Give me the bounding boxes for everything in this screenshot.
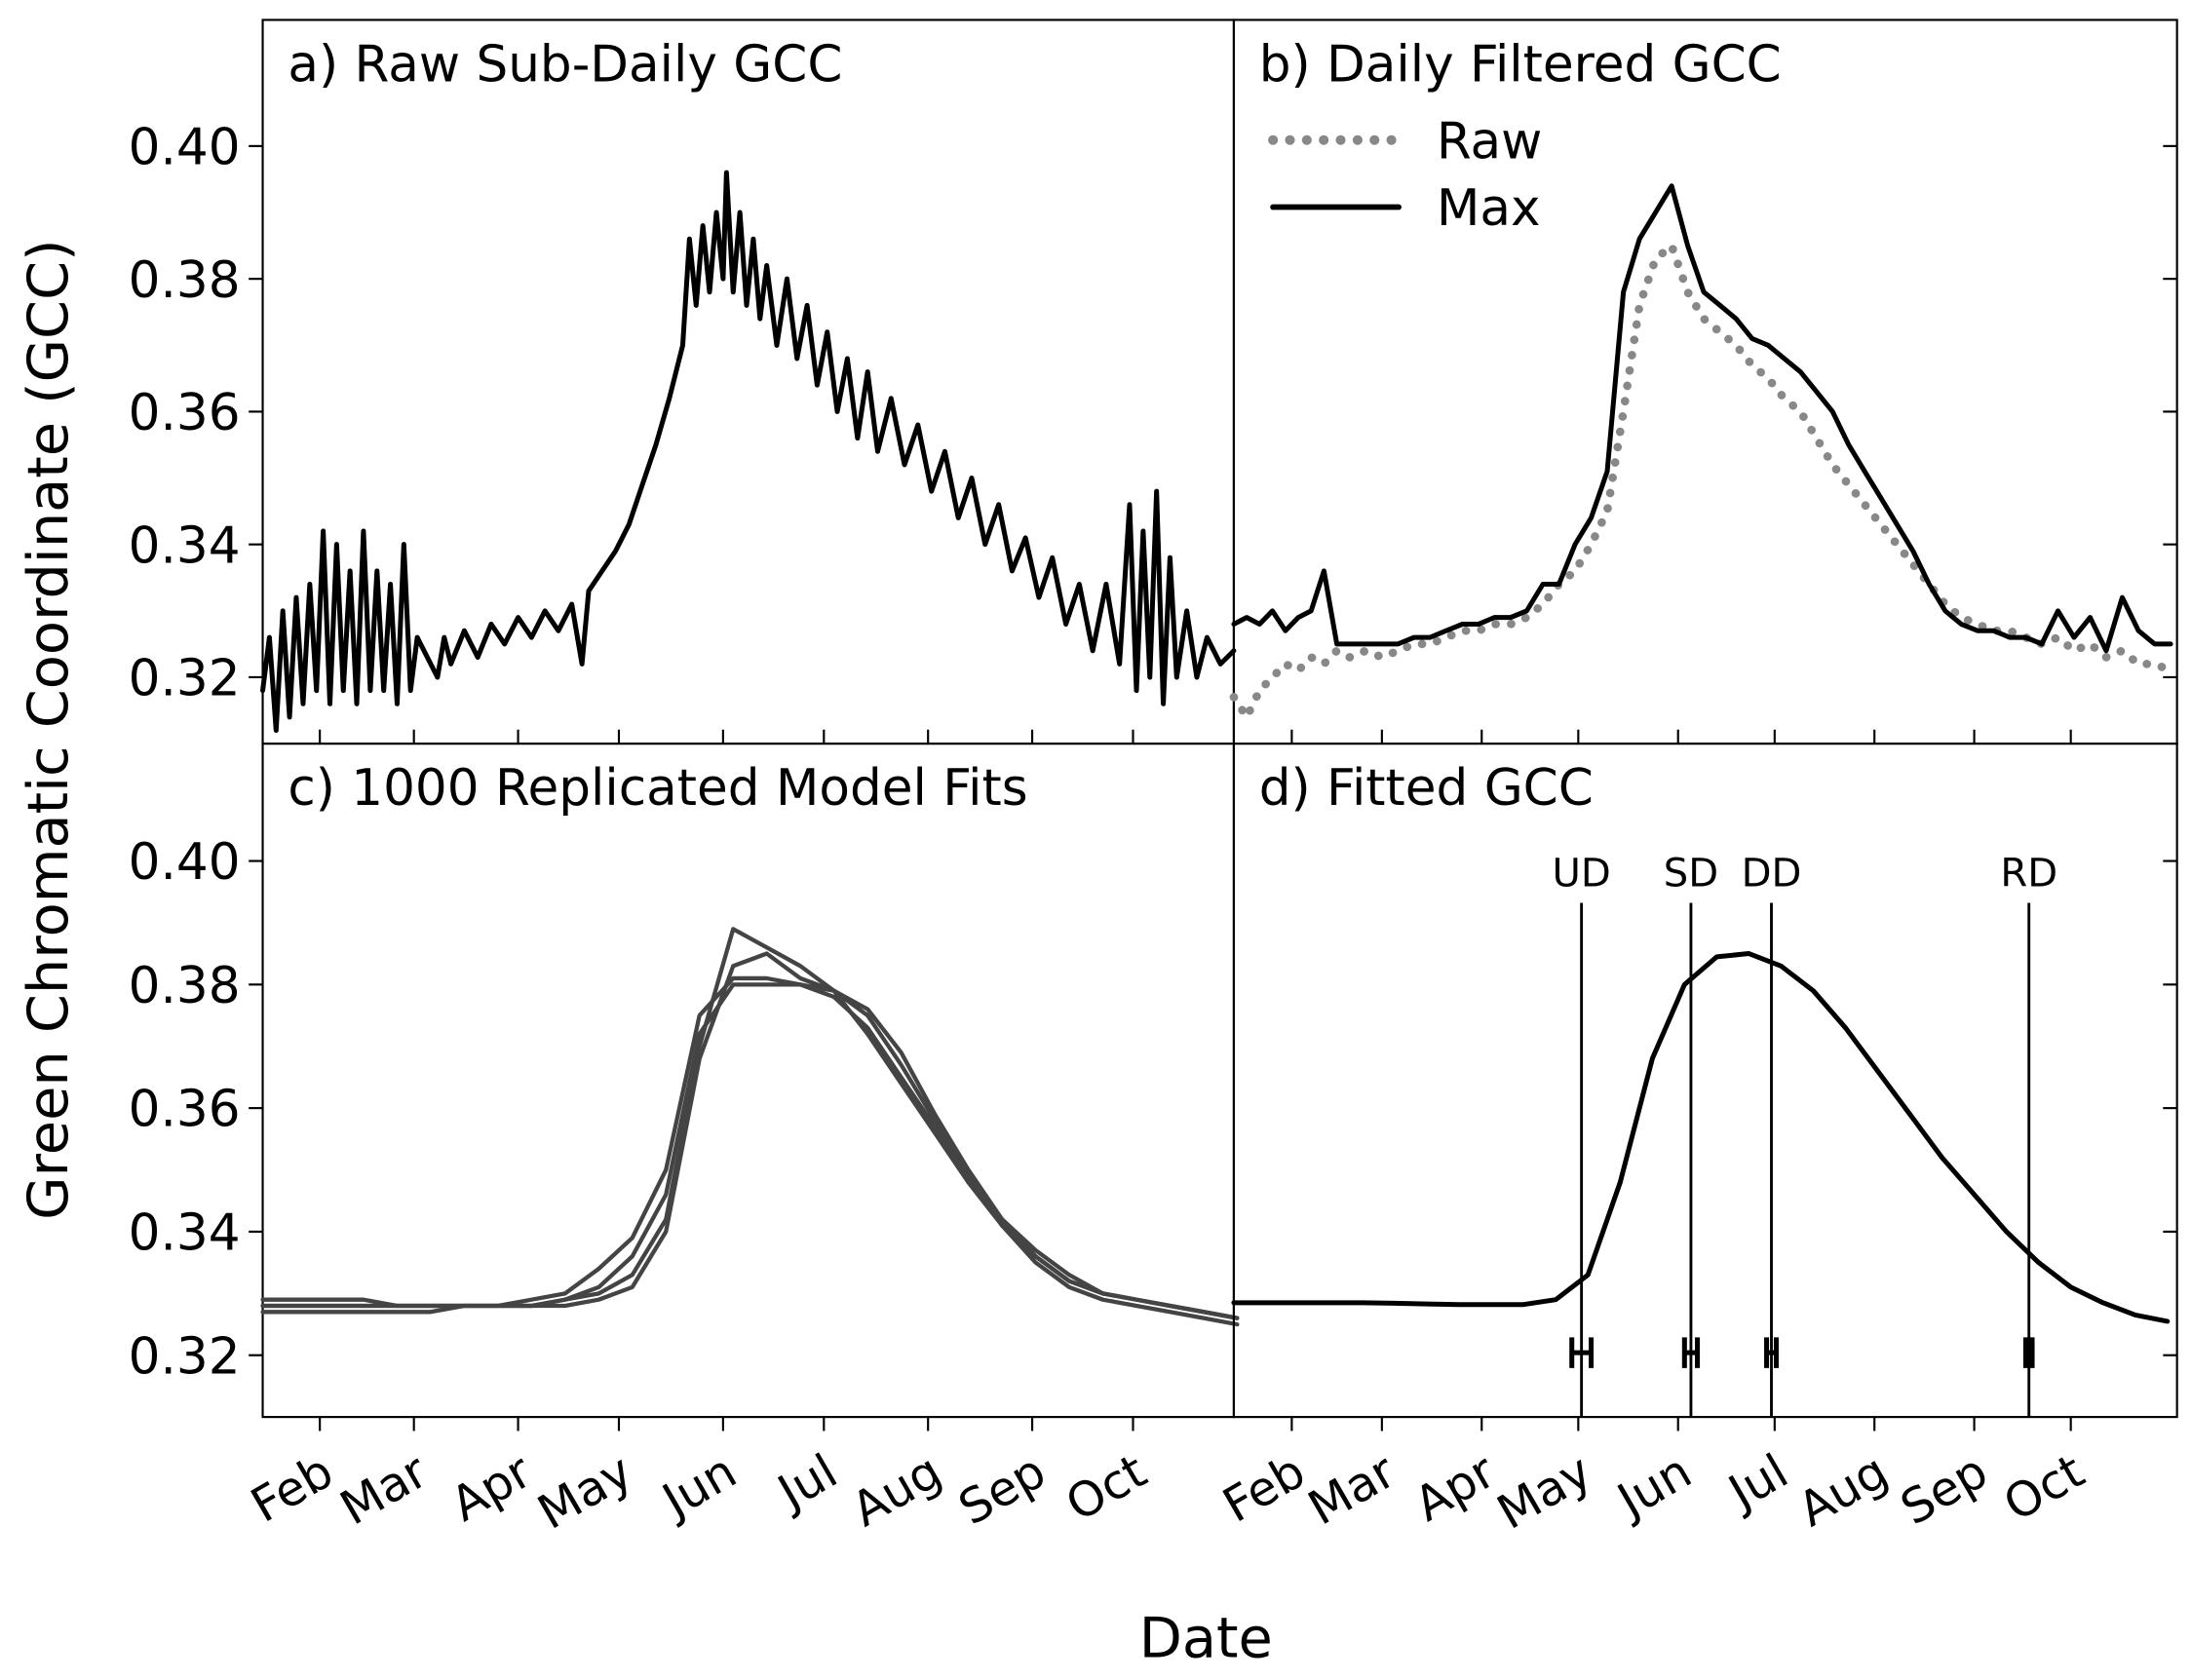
error-bar — [2022, 1337, 2035, 1368]
series-line — [260, 170, 1237, 733]
panel-title: c) 1000 Replicated Model Fits — [288, 759, 1027, 818]
error-bar — [1569, 1337, 1595, 1368]
y-tick-label: 0.34 — [129, 516, 241, 575]
series-line — [1231, 183, 2173, 654]
x-tick-label: Mar — [331, 1443, 437, 1536]
x-tick-label: May — [1488, 1444, 1600, 1541]
y-tick-label: 0.40 — [129, 833, 241, 892]
x-tick-label: Sep — [950, 1444, 1056, 1536]
x-tick-label: Aug — [1789, 1444, 1897, 1538]
x-tick-label: Feb — [243, 1444, 343, 1534]
panel-frame — [1232, 19, 2178, 745]
x-tick-label: Oct — [1057, 1444, 1156, 1533]
x-tick-label: Apr — [442, 1443, 542, 1532]
series-line — [260, 975, 1240, 1320]
series-line — [260, 927, 1240, 1320]
error-bar — [1681, 1337, 1701, 1368]
panel-title: b) Daily Filtered GCC — [1259, 36, 1782, 95]
x-tick-label: Mar — [1299, 1443, 1404, 1536]
series-line — [1231, 951, 2171, 1324]
y-tick-label: 0.38 — [129, 957, 241, 1015]
legend-label: Max — [1437, 179, 1541, 238]
y-tick-label: 0.36 — [129, 384, 241, 442]
annotation-label: RD — [2000, 851, 2057, 896]
x-tick-label: Jul — [1717, 1444, 1797, 1521]
annotation-label: SD — [1664, 851, 1718, 896]
x-tick-label: Jul — [767, 1444, 847, 1521]
annotation-label: UD — [1552, 851, 1610, 896]
y-tick-label: 0.40 — [129, 119, 241, 177]
legend-label: Raw — [1437, 112, 1543, 171]
annotation-label: DD — [1742, 851, 1802, 896]
y-tick-label: 0.38 — [129, 251, 241, 310]
x-tick-label: Oct — [1995, 1444, 2094, 1533]
panel-frame — [261, 743, 1236, 1419]
series-line — [260, 982, 1240, 1320]
y-tick-label: 0.36 — [129, 1081, 241, 1139]
panel-title: a) Raw Sub-Daily GCC — [288, 36, 842, 95]
error-bar — [1764, 1337, 1779, 1368]
x-tick-label: Aug — [843, 1444, 950, 1538]
series-line — [1229, 241, 2175, 722]
x-axis-label: Date — [1139, 1606, 1273, 1671]
panel-title: d) Fitted GCC — [1259, 759, 1594, 818]
y-tick-label: 0.32 — [129, 1327, 241, 1386]
x-tick-label: Jun — [652, 1444, 747, 1530]
x-tick-label: Jun — [1606, 1444, 1701, 1530]
x-tick-label: Apr — [1405, 1443, 1505, 1532]
panel-frame — [1232, 743, 2178, 1419]
series-line — [260, 951, 1240, 1327]
x-tick-label: Sep — [1892, 1444, 1997, 1536]
y-tick-label: 0.32 — [129, 650, 241, 708]
y-tick-label: 0.34 — [129, 1204, 241, 1263]
x-tick-label: May — [529, 1444, 641, 1541]
y-axis-label: Green Chromatic Coordinate (GCC) — [16, 240, 81, 1220]
